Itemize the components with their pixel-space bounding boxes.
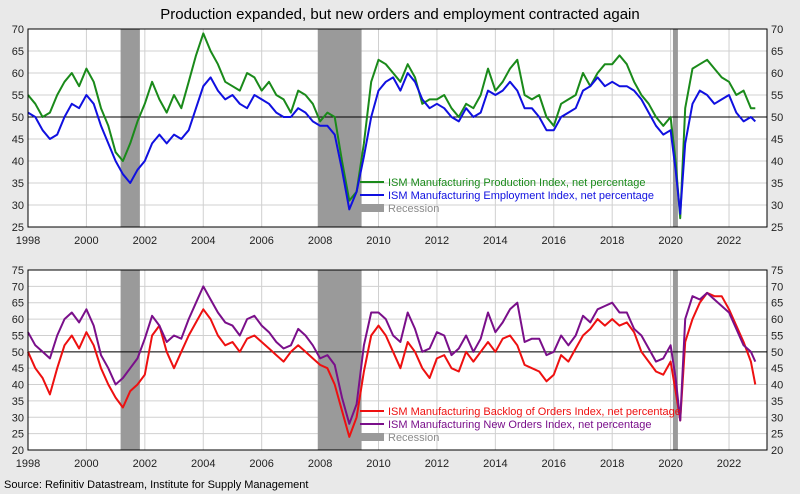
y-tick-label-left: 55 [12,90,24,102]
x-tick-label: 2012 [425,235,449,247]
y-tick-label-right: 50 [771,112,783,124]
x-tick-label: 2008 [308,235,332,247]
y-tick-label-left: 60 [12,68,24,80]
y-tick-label-left: 75 [12,265,24,277]
y-tick-label-right: 25 [771,222,783,234]
y-tick-label-right: 35 [771,396,783,408]
recession-band [672,270,678,450]
x-tick-label: 2000 [74,235,98,247]
recession-band [120,270,140,450]
legend-label: Recession [388,203,439,215]
y-tick-label-right: 45 [771,134,783,146]
y-tick-label-right: 55 [771,330,783,342]
x-tick-label: 1998 [16,458,40,470]
y-tick-label-right: 60 [771,314,783,326]
plot-area [28,29,767,227]
x-tick-label: 2022 [717,458,741,470]
y-tick-label-left: 55 [12,330,24,342]
legend-label: ISM Manufacturing Employment Index, net … [388,190,654,202]
series-line [27,32,756,220]
y-tick-label-right: 60 [771,68,783,80]
y-tick-label-right: 65 [771,298,783,310]
y-tick-label-left: 50 [12,347,24,359]
plot-frame [27,269,768,451]
x-tick-label: 2020 [658,235,682,247]
series-line [27,291,757,438]
x-tick-label: 2006 [249,458,273,470]
x-tick-label: 2006 [249,235,273,247]
chart-title: Production expanded, but new orders and … [160,6,639,23]
legend-label: ISM Manufacturing Production Index, net … [388,177,645,189]
legend-label: ISM Manufacturing Backlog of Orders Inde… [388,406,681,418]
y-tick-label-right: 30 [771,412,783,424]
x-tick-label: 2020 [658,458,682,470]
y-tick-label-left: 65 [12,46,24,58]
legend-label: ISM Manufacturing New Orders Index, net … [388,419,652,431]
y-tick-label-right: 55 [771,90,783,102]
y-tick-label-right: 20 [771,445,783,457]
x-tick-label: 2018 [600,235,624,247]
x-tick-label: 2008 [308,458,332,470]
y-tick-label-right: 40 [771,380,783,392]
source-note: Source: Refinitiv Datastream, Institute … [4,479,308,491]
y-tick-label-left: 40 [12,156,24,168]
y-tick-label-left: 50 [12,112,24,124]
x-tick-label: 1998 [16,235,40,247]
series-line [27,285,757,425]
y-tick-label-right: 50 [771,347,783,359]
y-tick-label-right: 35 [771,178,783,190]
y-tick-label-left: 40 [12,380,24,392]
x-tick-label: 2002 [133,458,157,470]
y-tick-label-left: 60 [12,314,24,326]
x-tick-label: 2014 [483,458,507,470]
y-tick-label-right: 45 [771,363,783,375]
x-tick-label: 2004 [191,458,215,470]
y-tick-label-left: 45 [12,134,24,146]
series-line [27,72,757,215]
y-tick-label-right: 70 [771,281,783,293]
x-tick-label: 2012 [425,458,449,470]
y-tick-label-left: 65 [12,298,24,310]
recession-band [317,270,362,450]
x-tick-label: 2018 [600,458,624,470]
x-tick-label: 2000 [74,458,98,470]
y-tick-label-right: 70 [771,24,783,36]
y-tick-label-left: 35 [12,396,24,408]
y-tick-label-right: 65 [771,46,783,58]
y-tick-label-left: 70 [12,281,24,293]
y-tick-label-left: 70 [12,24,24,36]
x-tick-label: 2010 [366,235,390,247]
legend-swatch [360,204,384,212]
x-tick-label: 2004 [191,235,215,247]
x-tick-label: 2010 [366,458,390,470]
x-tick-label: 2016 [542,458,566,470]
y-tick-label-left: 30 [12,200,24,212]
y-tick-label-left: 20 [12,445,24,457]
y-tick-label-left: 25 [12,222,24,234]
y-tick-label-right: 75 [771,265,783,277]
recession-band [120,29,140,227]
x-tick-label: 2022 [717,235,741,247]
recession-band [672,29,678,227]
x-tick-label: 2002 [133,235,157,247]
top-panel: 25 25 30 30 35 35 40 40 45 45 50 50 55 55 60 60 65 65 70 70… [12,24,784,247]
y-tick-label-left: 35 [12,178,24,190]
y-tick-label-right: 30 [771,200,783,212]
y-tick-label-left: 45 [12,363,24,375]
y-tick-label-left: 30 [12,412,24,424]
x-tick-label: 2014 [483,235,507,247]
x-tick-label: 2016 [542,235,566,247]
y-tick-label-right: 40 [771,156,783,168]
plot-frame [27,28,768,228]
legend-label: Recession [388,432,439,444]
y-tick-label-left: 25 [12,429,24,441]
legend-swatch [360,433,384,441]
y-tick-label-right: 25 [771,429,783,441]
